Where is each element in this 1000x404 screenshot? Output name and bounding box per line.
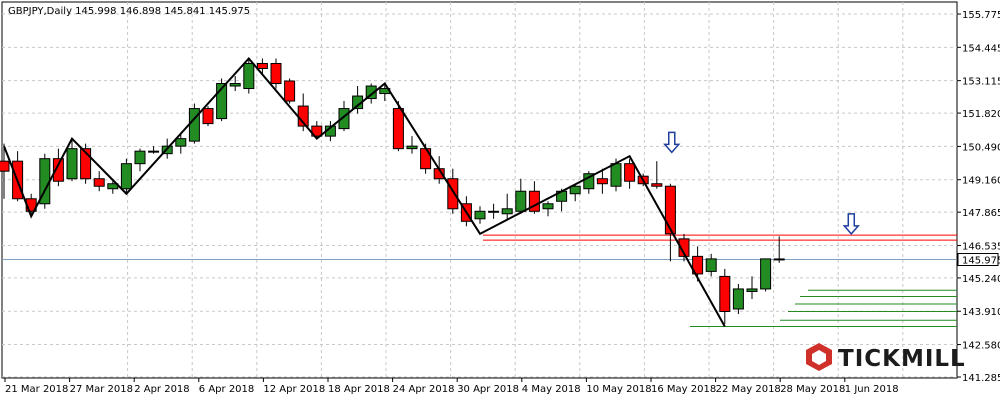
candle-body [610, 163, 622, 187]
candle-body [746, 288, 758, 292]
y-tick-label: 154.445 [962, 43, 1000, 54]
x-tick-label: 22 May 2018 [716, 384, 781, 395]
candle-body [392, 108, 404, 150]
candle-body [256, 62, 268, 69]
x-tick-label: 1 Jun 2018 [845, 384, 899, 395]
candle-body [692, 255, 704, 275]
candle-body [80, 148, 92, 180]
zigzag [3, 56, 726, 328]
x-tick-label: 16 May 2018 [651, 384, 716, 395]
x-tick-label: 10 May 2018 [586, 384, 651, 395]
candle-body [596, 178, 608, 185]
x-tick-label: 6 Apr 2018 [199, 384, 254, 395]
candle-body [760, 258, 772, 290]
current-price-badge [957, 253, 999, 267]
x-tick-label: 2 Apr 2018 [134, 384, 189, 395]
candle-body [0, 160, 10, 172]
level-lines [2, 234, 957, 328]
plot-frame [1, 1, 958, 379]
candle-body [705, 258, 717, 272]
zigzag-line [3, 56, 726, 328]
candle-body [270, 62, 282, 85]
signal-arrows [663, 131, 860, 235]
candle-body [664, 185, 676, 235]
candle-body [406, 145, 418, 150]
y-tick-label: 149.160 [962, 176, 1000, 187]
y-tick-label: 150.490 [962, 142, 1000, 153]
y-tick-label: 147.865 [962, 208, 1000, 219]
candle-body [66, 148, 78, 180]
candle-body [175, 138, 187, 147]
current-price-label: 145.975 [962, 256, 1000, 267]
x-tick-label: 12 Apr 2018 [263, 384, 325, 395]
candle-body [719, 275, 731, 312]
y-tick-label: 146.535 [962, 241, 1000, 252]
candle-body [52, 158, 64, 182]
y-tick-label: 143.910 [962, 307, 1000, 318]
candle-body [624, 163, 636, 182]
candle-body [148, 150, 160, 153]
candle-body [311, 125, 323, 137]
brand-name: TICKMILL [838, 346, 966, 372]
candle-body [474, 210, 486, 220]
logo-hexagon-inner-icon [812, 350, 826, 365]
candle-body [243, 62, 255, 90]
candle-body [732, 288, 744, 310]
candle-body [120, 163, 132, 190]
y-tick-label: 153.115 [962, 77, 1000, 88]
candle-body [583, 173, 595, 190]
candle-body [229, 83, 241, 87]
candle-body [515, 190, 527, 212]
x-tick-label: 28 May 2018 [780, 384, 845, 395]
candle-body [678, 238, 690, 257]
tickmill-logo: TICKMILL [806, 343, 966, 372]
x-tick-label: 24 Apr 2018 [393, 384, 455, 395]
x-axis: 21 Mar 2018 27 Mar 2018 2 Apr 2018 6 Apr 20… [4, 378, 899, 395]
candle-body [365, 85, 377, 100]
candle-body [773, 258, 785, 261]
y-tick-label: 145.240 [962, 274, 1000, 285]
candle-body [93, 178, 105, 187]
x-tick-label: 21 Mar 2018 [5, 384, 68, 395]
x-tick-label: 18 Apr 2018 [328, 384, 390, 395]
candle-body [528, 190, 540, 212]
candles [0, 58, 785, 325]
x-tick-label: 27 Mar 2018 [70, 384, 133, 395]
y-tick-label: 151.820 [962, 109, 1000, 120]
candle-body [338, 108, 350, 130]
down-arrow-icon [842, 213, 860, 235]
y-tick-label: 142.580 [962, 341, 1000, 352]
candle-body [542, 203, 554, 210]
candle-body [216, 83, 228, 120]
y-axis: 155.775 154.445 153.115 151.820 150.490 149.1… [957, 10, 1000, 384]
candle-body [651, 183, 663, 187]
candle-body [284, 80, 296, 102]
y-tick-label: 155.775 [962, 10, 1000, 21]
x-tick-label: 4 May 2018 [522, 384, 581, 395]
candle-body [202, 108, 214, 125]
candle-body [488, 210, 500, 213]
candle-body [569, 185, 581, 195]
candle-body [447, 178, 459, 210]
symbol-header: GBPJPY,Daily 145.998 146.898 145.841 145… [8, 6, 250, 17]
down-arrow-icon [663, 131, 681, 154]
x-tick-label: 30 Apr 2018 [457, 384, 519, 395]
y-tick-label: 141.285 [962, 373, 1000, 384]
candle-body [501, 208, 513, 215]
candle-body [134, 150, 146, 165]
